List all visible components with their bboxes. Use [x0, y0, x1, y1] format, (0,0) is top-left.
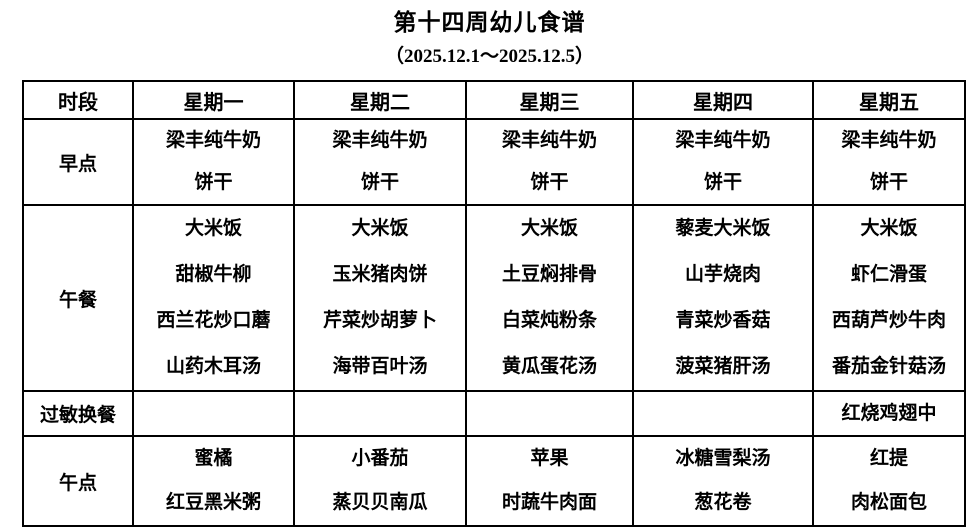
menu-item: 梁丰纯牛奶: [675, 130, 771, 151]
header-cell-friday: 星期五: [812, 80, 966, 120]
menu-cell-empty: [632, 390, 814, 437]
weekly-menu-table: 时段 星期一 星期二 星期三 星期四 星期五 早点 梁丰纯牛奶 饼干 梁丰纯牛奶…: [22, 80, 966, 527]
menu-item: 黄瓜蛋花汤: [501, 356, 597, 377]
table-header-row: 时段 星期一 星期二 星期三 星期四 星期五: [22, 80, 966, 120]
page-subtitle: （2025.12.1～2025.12.5）: [384, 46, 594, 67]
menu-item: 山芋烧肉: [684, 264, 761, 285]
menu-cell: 梁丰纯牛奶 饼干: [293, 118, 467, 206]
menu-cell: 梁丰纯牛奶 饼干: [465, 118, 634, 206]
menu-cell-empty: [132, 390, 295, 437]
menu-item: 饼干: [869, 172, 908, 193]
menu-cell: 蜜橘 红豆黑米粥: [132, 435, 295, 527]
menu-item: 土豆焖排骨: [501, 264, 597, 285]
table-row-morning-snack: 早点 梁丰纯牛奶 饼干 梁丰纯牛奶 饼干 梁丰纯牛奶 饼干 梁丰纯牛奶 饼干 梁…: [22, 118, 966, 206]
menu-item: 大米饭: [860, 218, 918, 239]
menu-item: 西葫芦炒牛肉: [831, 310, 946, 331]
menu-item: 山药木耳汤: [165, 356, 261, 377]
menu-item: 饼干: [360, 172, 399, 193]
menu-item: 蒸贝贝南瓜: [332, 492, 428, 513]
menu-item: 青菜炒香菇: [675, 310, 771, 331]
row-label-afternoon-snack: 午点: [22, 435, 134, 527]
menu-page: 第十四周幼儿食谱 （2025.12.1～2025.12.5） 时段 星期一 星期…: [0, 7, 979, 532]
header-cell-tuesday: 星期二: [293, 80, 467, 120]
menu-item: 芹菜炒胡萝卜: [322, 310, 437, 331]
menu-item: 肉松面包: [850, 492, 927, 513]
table-row-allergy-substitute: 过敏换餐 红烧鸡翅中: [22, 390, 966, 437]
menu-item: 西兰花炒口蘑: [156, 310, 271, 331]
menu-cell: 大米饭 土豆焖排骨 白菜炖粉条 黄瓜蛋花汤: [465, 204, 634, 392]
menu-item: 梁丰纯牛奶: [332, 130, 428, 151]
menu-item: 梁丰纯牛奶: [501, 130, 597, 151]
menu-item: 梁丰纯牛奶: [165, 130, 261, 151]
menu-item: 红烧鸡翅中: [841, 403, 937, 424]
header-cell-time-slot: 时段: [22, 80, 134, 120]
menu-cell: 冰糖雪梨汤 葱花卷: [632, 435, 814, 527]
menu-item: 甜椒牛柳: [175, 264, 252, 285]
menu-cell: 藜麦大米饭 山芋烧肉 青菜炒香菇 菠菜猪肝汤: [632, 204, 814, 392]
menu-item: 番茄金针菇汤: [831, 356, 946, 377]
menu-cell: 大米饭 甜椒牛柳 西兰花炒口蘑 山药木耳汤: [132, 204, 295, 392]
header-cell-wednesday: 星期三: [465, 80, 634, 120]
menu-item: 饼干: [703, 172, 742, 193]
menu-cell: 梁丰纯牛奶 饼干: [812, 118, 966, 206]
menu-cell: 苹果 时蔬牛肉面: [465, 435, 634, 527]
menu-item: 苹果: [530, 448, 569, 469]
menu-cell-empty: [465, 390, 634, 437]
table-row-lunch: 午餐 大米饭 甜椒牛柳 西兰花炒口蘑 山药木耳汤 大米饭 玉米猪肉饼 芹菜炒胡萝…: [22, 204, 966, 392]
row-label-morning-snack: 早点: [22, 118, 134, 206]
menu-item: 梁丰纯牛奶: [841, 130, 937, 151]
menu-item: 饼干: [194, 172, 233, 193]
table-row-afternoon-snack: 午点 蜜橘 红豆黑米粥 小番茄 蒸贝贝南瓜 苹果 时蔬牛肉面 冰糖雪梨汤 葱花卷…: [22, 435, 966, 527]
menu-cell: 小番茄 蒸贝贝南瓜: [293, 435, 467, 527]
menu-cell-empty: [293, 390, 467, 437]
menu-item: 海带百叶汤: [332, 356, 428, 377]
menu-cell: 大米饭 玉米猪肉饼 芹菜炒胡萝卜 海带百叶汤: [293, 204, 467, 392]
menu-cell: 大米饭 虾仁滑蛋 西葫芦炒牛肉 番茄金针菇汤: [812, 204, 966, 392]
header-cell-thursday: 星期四: [632, 80, 814, 120]
menu-cell: 梁丰纯牛奶 饼干: [132, 118, 295, 206]
row-label-lunch: 午餐: [22, 204, 134, 392]
menu-item: 红豆黑米粥: [165, 492, 261, 513]
menu-item: 蜜橘: [194, 448, 233, 469]
menu-item: 葱花卷: [694, 492, 752, 513]
page-title: 第十四周幼儿食谱: [393, 10, 586, 35]
menu-item: 时蔬牛肉面: [501, 492, 597, 513]
menu-cell: 梁丰纯牛奶 饼干: [632, 118, 814, 206]
menu-item: 冰糖雪梨汤: [675, 448, 771, 469]
menu-item: 藜麦大米饭: [675, 218, 771, 239]
menu-item: 玉米猪肉饼: [332, 264, 428, 285]
menu-item: 虾仁滑蛋: [850, 264, 927, 285]
header-cell-monday: 星期一: [132, 80, 295, 120]
menu-item: 大米饭: [520, 218, 578, 239]
row-label-allergy-substitute: 过敏换餐: [22, 390, 134, 437]
menu-cell: 红烧鸡翅中: [812, 390, 966, 437]
menu-item: 红提: [869, 448, 908, 469]
menu-item: 白菜炖粉条: [501, 310, 597, 331]
menu-cell: 红提 肉松面包: [812, 435, 966, 527]
menu-item: 小番茄: [351, 448, 409, 469]
menu-item: 饼干: [530, 172, 569, 193]
menu-item: 菠菜猪肝汤: [675, 356, 771, 377]
menu-item: 大米饭: [184, 218, 242, 239]
menu-item: 大米饭: [351, 218, 409, 239]
